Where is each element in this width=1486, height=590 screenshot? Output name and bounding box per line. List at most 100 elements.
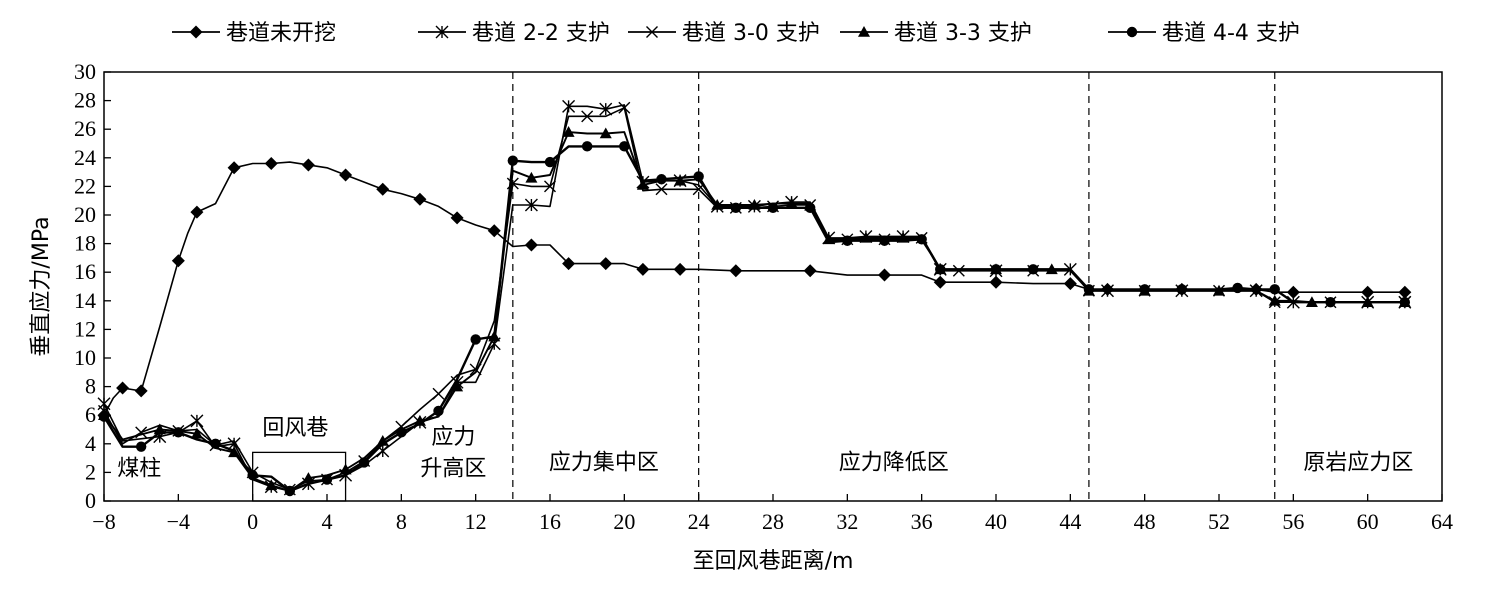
diamond-marker [339, 168, 353, 182]
legend-label: 巷道 3-0 支护 [682, 21, 820, 46]
y-tick-label: 20 [74, 202, 96, 227]
diamond-marker [171, 254, 185, 268]
x-tick-label: 32 [836, 509, 858, 534]
legend-item: 巷道 3-0 支护 [628, 21, 820, 46]
x-tick-label: 52 [1208, 509, 1230, 534]
y-tick-label: 22 [74, 173, 96, 198]
triangle-marker [302, 472, 315, 483]
circle-marker [1126, 26, 1138, 38]
region-label: 回风巷 [262, 416, 328, 441]
y-tick-label: 12 [74, 316, 96, 341]
circle-marker [1399, 297, 1411, 308]
asterisk-marker [599, 102, 613, 116]
diamond-marker [227, 161, 241, 175]
circle-marker [544, 156, 556, 168]
diamond-marker [134, 384, 148, 398]
y-tick-label: 24 [74, 145, 96, 170]
circle-marker [1083, 284, 1095, 295]
series-5 [98, 141, 1411, 497]
circle-marker [656, 174, 667, 185]
triangle-marker [599, 127, 612, 139]
circle-marker [804, 202, 816, 214]
circle-marker [1027, 264, 1039, 275]
diamond-marker [1398, 285, 1412, 299]
asterisk-marker [190, 414, 204, 428]
legend-item: 巷道未开挖 [172, 21, 336, 46]
x-tick-label: −4 [167, 509, 190, 534]
region-label: 原岩应力区 [1303, 451, 1413, 476]
x-tick-label: 56 [1282, 509, 1304, 534]
x-marker [581, 110, 594, 123]
legend-label: 巷道 2-2 支护 [472, 21, 610, 46]
legend: 巷道未开挖 巷道 2-2 支护 巷道 3-0 支护 巷道 3-3 支护 巷道 4-4 支… [172, 21, 1300, 46]
diamond-marker [933, 275, 947, 289]
circle-marker [990, 264, 1002, 275]
circle-marker [619, 141, 630, 152]
legend-item: 巷道 2-2 支护 [418, 21, 610, 46]
diamond-marker [413, 192, 427, 206]
diamond-marker [116, 381, 130, 395]
y-tick-label: 26 [74, 116, 96, 141]
triangle-marker [339, 463, 352, 475]
triangle-marker [674, 174, 687, 186]
legend-label: 巷道未开挖 [226, 21, 336, 46]
circle-marker [693, 171, 704, 182]
diamond-marker [190, 205, 204, 219]
circle-marker [135, 441, 147, 452]
diamond-marker [487, 224, 501, 238]
x-marker [952, 264, 965, 277]
circle-marker [507, 155, 519, 166]
circle-marker [935, 264, 946, 275]
asterisk-marker [97, 397, 111, 411]
circle-marker [284, 485, 296, 497]
plot-area: −8 −4 0 4 8 12 16 20 24 28 32 36 40 44 48 52 56 60 64 0246… [74, 59, 1453, 534]
diamond-marker [989, 275, 1003, 289]
circle-marker [98, 411, 110, 422]
x-axis: −8 −4 0 4 8 12 16 20 24 28 32 36 40 44 48 52 56 60 64 [92, 494, 1453, 534]
x-marker [618, 101, 631, 114]
circle-marker [1232, 282, 1243, 294]
region-label: 升高区 [420, 456, 486, 481]
circle-marker [581, 141, 593, 152]
diamond-marker [878, 268, 891, 282]
series-group [97, 99, 1412, 497]
y-tick-label: 14 [74, 288, 96, 313]
x-marker [655, 183, 668, 196]
circle-marker [1139, 284, 1150, 295]
region-label: 应力降低区 [839, 451, 949, 476]
diamond-marker [264, 157, 278, 171]
x-tick-label: 44 [1059, 509, 1081, 534]
triangle-marker [265, 479, 278, 491]
diamond-marker [189, 25, 203, 39]
dashed-lines [512, 72, 1276, 501]
circle-marker [879, 235, 890, 246]
triangle-marker [1268, 294, 1281, 306]
circle-marker [842, 235, 853, 246]
x-tick-label: 8 [396, 509, 407, 534]
circle-marker [916, 234, 927, 245]
circle-marker [247, 470, 258, 481]
x-tick-label: 64 [1431, 509, 1453, 534]
y-tick-label: 30 [74, 59, 96, 84]
x-marker [432, 387, 445, 400]
y-tick-label: 0 [85, 488, 96, 513]
y-tick-label: 2 [85, 459, 96, 484]
x-tick-label: 40 [985, 509, 1007, 534]
x-tick-label: 60 [1357, 509, 1379, 534]
diamond-marker [450, 211, 464, 225]
circle-marker [433, 405, 444, 417]
y-tick-label: 4 [85, 431, 96, 456]
legend-item: 巷道 3-3 支护 [840, 21, 1032, 46]
circle-marker [173, 427, 184, 438]
x-tick-label: 20 [613, 509, 635, 534]
region-label: 应力集中区 [549, 451, 659, 476]
x-tick-label: 36 [911, 509, 933, 534]
circle-marker [210, 438, 221, 449]
diamond-marker [1063, 277, 1077, 291]
asterisk-marker [435, 25, 449, 39]
region-label: 煤柱 [117, 456, 161, 481]
diamond-marker [524, 238, 538, 252]
